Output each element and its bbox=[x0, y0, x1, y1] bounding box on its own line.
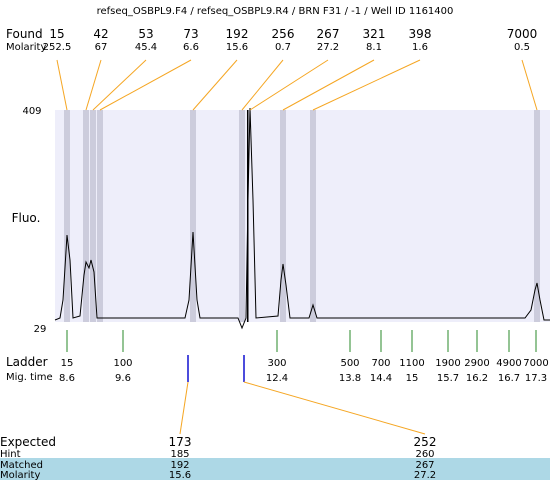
y-label: Fluo. bbox=[12, 211, 41, 225]
ladder-time: 16.2 bbox=[466, 373, 488, 384]
ladder-size: 700 bbox=[371, 358, 390, 369]
ladder-size: 100 bbox=[113, 358, 132, 369]
found-size: 53 bbox=[138, 27, 153, 41]
trace bbox=[54, 107, 550, 330]
expected-cell: 173 bbox=[169, 435, 192, 449]
ladder-size: 7000 bbox=[523, 358, 548, 369]
ladder-size: 300 bbox=[267, 358, 286, 369]
expected-cell: 260 bbox=[415, 449, 434, 460]
ladder-time: 12.4 bbox=[266, 373, 288, 384]
found-connector bbox=[312, 59, 421, 111]
found-molarity: 8.1 bbox=[366, 42, 382, 53]
ladder-time: 14.4 bbox=[370, 373, 392, 384]
found-connector bbox=[192, 59, 238, 111]
found-connector bbox=[99, 59, 192, 111]
found-molarity: 0.7 bbox=[275, 42, 291, 53]
plot-area bbox=[55, 110, 550, 322]
expected-cell: 15.6 bbox=[169, 470, 191, 480]
peak-band bbox=[534, 110, 540, 322]
found-molarity: 27.2 bbox=[317, 42, 339, 53]
peak-band bbox=[83, 110, 89, 322]
found-molarity: 252.5 bbox=[43, 42, 72, 53]
peak-band bbox=[239, 110, 245, 322]
matched-band bbox=[0, 458, 550, 480]
found-molarity: 1.6 bbox=[412, 42, 428, 53]
ladder-time: 16.7 bbox=[498, 373, 520, 384]
found-size: 256 bbox=[272, 27, 295, 41]
ladder-size: 2900 bbox=[464, 358, 489, 369]
ladder-size: 500 bbox=[340, 358, 359, 369]
peak-band bbox=[190, 110, 196, 322]
found-connector bbox=[241, 59, 284, 111]
found-molarity: 67 bbox=[95, 42, 108, 53]
found-label: Found bbox=[6, 27, 43, 41]
ladder-time: 8.6 bbox=[59, 373, 75, 384]
found-molarity: 45.4 bbox=[135, 42, 157, 53]
found-molarity: 6.6 bbox=[183, 42, 199, 53]
ladder-size: 1100 bbox=[399, 358, 424, 369]
found-connector bbox=[282, 59, 375, 111]
peak-band bbox=[280, 110, 286, 322]
peak-band bbox=[64, 110, 70, 322]
row-label: Matched bbox=[0, 460, 43, 471]
row-label: Hint bbox=[0, 449, 21, 460]
found-size: 267 bbox=[317, 27, 340, 41]
found-connector bbox=[521, 59, 538, 111]
found-size: 321 bbox=[363, 27, 386, 41]
ladder-time: 13.8 bbox=[339, 373, 361, 384]
found-molarity: 0.5 bbox=[514, 42, 530, 53]
expected-cell: 267 bbox=[415, 460, 434, 471]
found-connector bbox=[92, 59, 147, 111]
found-connector bbox=[56, 59, 68, 111]
ladder-size: 4900 bbox=[496, 358, 521, 369]
found-size: 73 bbox=[183, 27, 198, 41]
y-bottom: 29 bbox=[34, 324, 47, 335]
ladder-size: 15 bbox=[61, 358, 74, 369]
time-label: Mig. time bbox=[6, 372, 53, 383]
found-size: 398 bbox=[409, 27, 432, 41]
expected-cell: 192 bbox=[170, 460, 189, 471]
row-label: Expected bbox=[0, 435, 56, 449]
peak-band bbox=[310, 110, 316, 322]
expected-connector bbox=[243, 381, 426, 435]
peak-band bbox=[97, 110, 103, 322]
ladder-time: 17.3 bbox=[525, 373, 547, 384]
expected-connector bbox=[179, 381, 189, 435]
found-size: 7000 bbox=[507, 27, 538, 41]
found-connector bbox=[249, 59, 329, 111]
expected-cell: 185 bbox=[170, 449, 189, 460]
y-top: 409 bbox=[22, 106, 41, 117]
found-size: 192 bbox=[226, 27, 249, 41]
ladder-label: Ladder bbox=[6, 355, 48, 369]
ladder-time: 9.6 bbox=[115, 373, 131, 384]
found-size: 42 bbox=[93, 27, 108, 41]
peak-band bbox=[90, 110, 96, 322]
found-molarity: 15.6 bbox=[226, 42, 248, 53]
found-size: 15 bbox=[49, 27, 64, 41]
ladder-size: 1900 bbox=[435, 358, 460, 369]
expected-cell: 27.2 bbox=[414, 470, 436, 480]
ladder-time: 15.7 bbox=[437, 373, 459, 384]
ladder-time: 15 bbox=[406, 373, 419, 384]
row-label: Molarity bbox=[0, 470, 40, 480]
title: refseq_OSBPL9.F4 / refseq_OSBPL9.R4 / BR… bbox=[97, 6, 454, 17]
expected-cell: 252 bbox=[414, 435, 437, 449]
found-connector bbox=[85, 59, 102, 111]
molarity-label: Molarity bbox=[6, 42, 46, 53]
